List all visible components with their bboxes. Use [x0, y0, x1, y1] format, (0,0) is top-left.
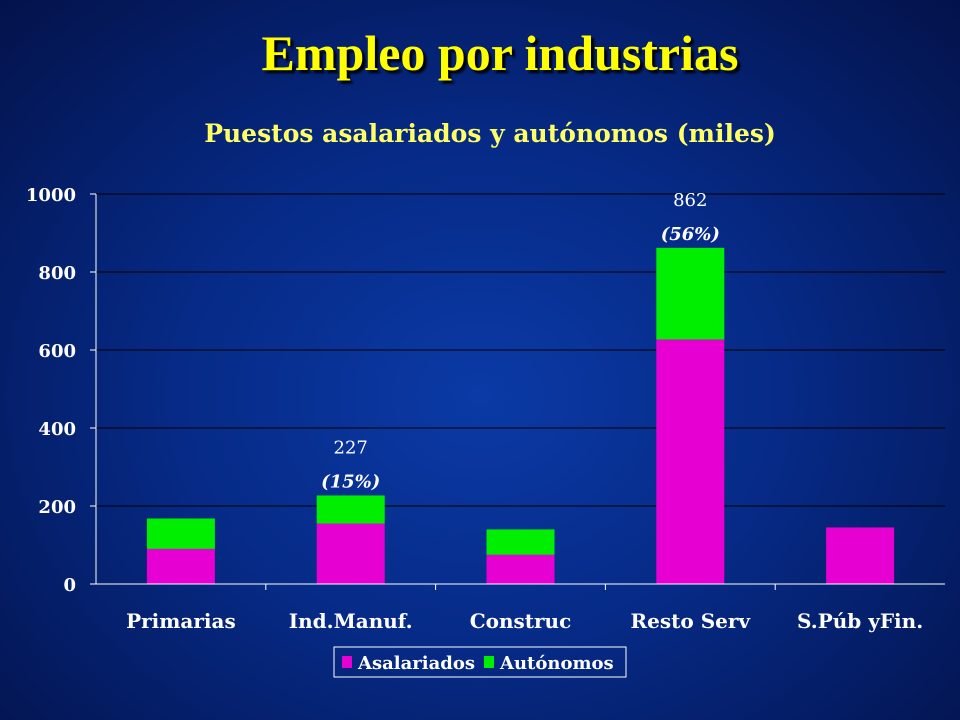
axes	[95, 194, 945, 590]
y-tick-label: 400	[38, 419, 76, 440]
y-tick-label: 200	[38, 497, 76, 518]
legend: Asalariados Autónomos	[333, 646, 627, 678]
legend-label-asalariados: Asalariados	[357, 653, 475, 674]
chart-title: Puestos asalariados y autónomos (miles)	[204, 119, 776, 148]
y-tick-label: 1000	[26, 185, 76, 206]
share-label-ind-manuf: (15%)	[321, 471, 380, 492]
bar-autonomos-ind-manuf	[316, 495, 385, 524]
y-tick-label: 600	[38, 341, 76, 362]
legend-swatch-asalariados	[342, 656, 352, 668]
annotations: 227 (15%) 862 (56%)	[321, 190, 720, 493]
category-label-construc: Construc	[470, 609, 572, 633]
bar-asalariados-s-pub-yfin	[826, 527, 895, 584]
bar-autonomos-construc	[486, 529, 555, 555]
share-label-resto-serv: (56%)	[661, 224, 720, 245]
legend-swatch-autonomos	[484, 656, 494, 668]
legend-label-autonomos: Autónomos	[499, 653, 614, 674]
legend-box	[333, 646, 627, 678]
bar-asalariados-ind-manuf	[316, 523, 385, 584]
y-tick-label: 0	[63, 575, 76, 596]
bars	[146, 247, 895, 584]
y-axis-tick-labels: 0 200 400 600 800 1000	[26, 185, 96, 596]
total-label-resto-serv: 862	[673, 190, 707, 211]
bar-asalariados-resto-serv	[656, 339, 725, 584]
y-tick-label: 800	[38, 263, 76, 284]
category-label-resto-serv: Resto Serv	[631, 609, 752, 633]
category-labels: Primarias Ind.Manuf. Construc Resto Serv S.P…	[126, 609, 923, 633]
bar-autonomos-primarias	[146, 518, 215, 549]
slide-title: Empleo por industrias	[261, 25, 739, 81]
category-label-s-pub-yfin: S.Púb yFin.	[797, 609, 923, 633]
category-label-primarias: Primarias	[126, 609, 236, 633]
category-label-ind-manuf: Ind.Manuf.	[289, 609, 413, 633]
total-label-ind-manuf: 227	[334, 437, 368, 458]
grid-lines	[96, 193, 945, 585]
bar-autonomos-resto-serv	[656, 247, 725, 340]
bar-asalariados-construc	[486, 554, 555, 584]
bar-asalariados-primarias	[146, 548, 215, 584]
